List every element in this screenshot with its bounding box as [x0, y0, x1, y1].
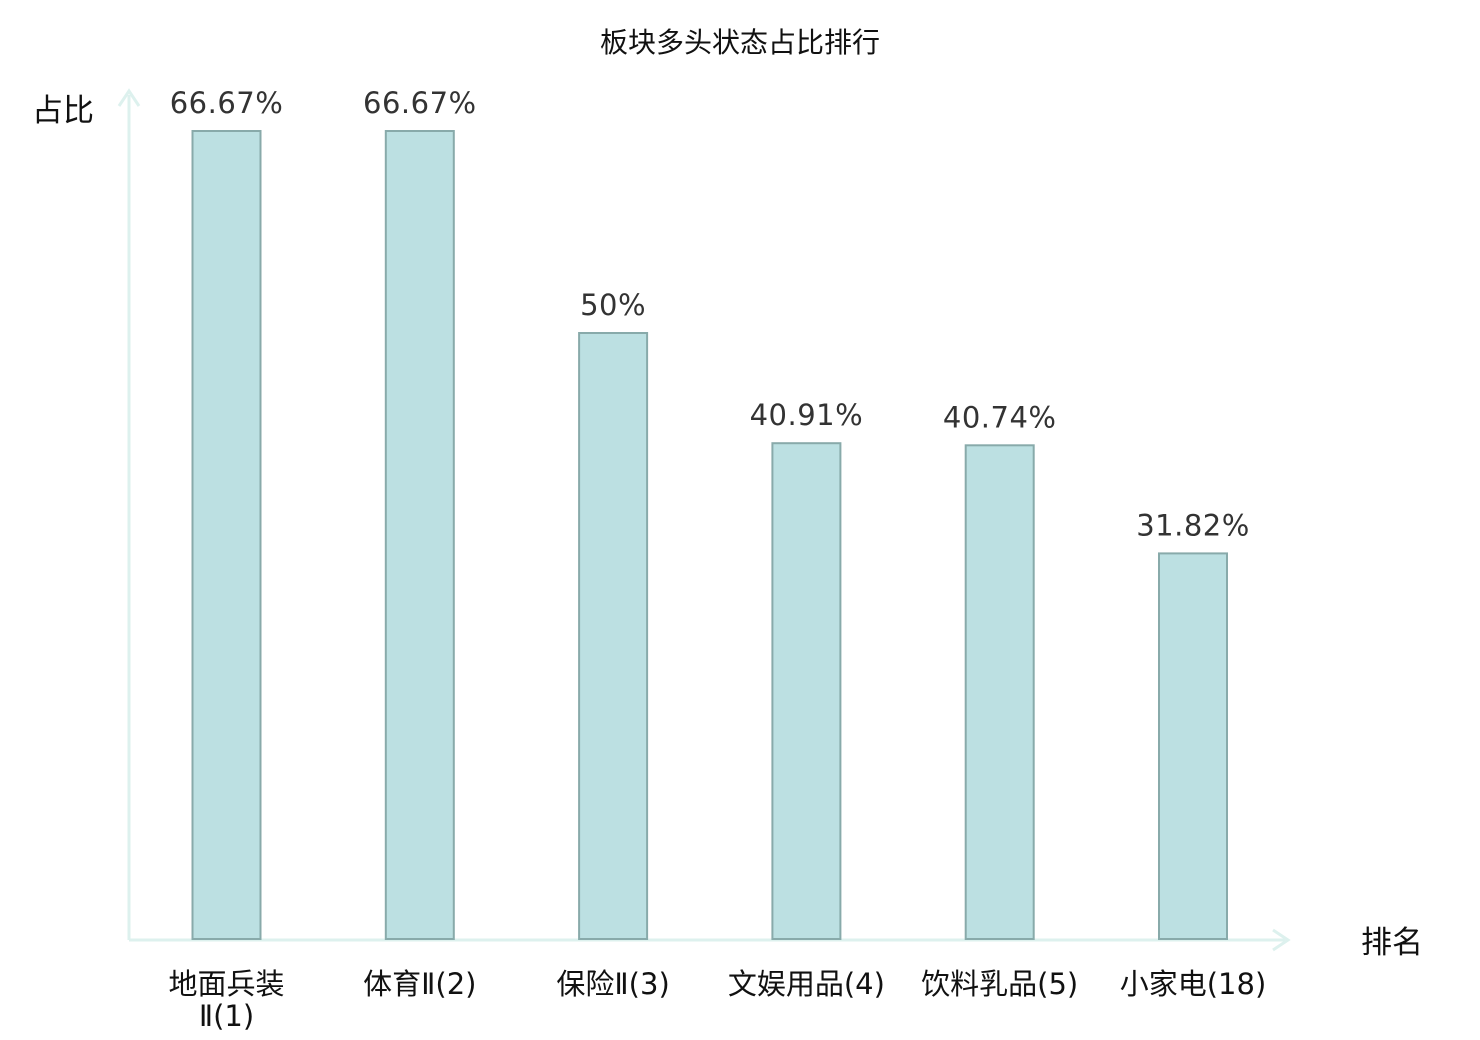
- x-tick-label: 文娱用品(4): [728, 967, 885, 1001]
- bar: [771, 442, 842, 940]
- data-label: 40.91%: [750, 398, 864, 432]
- data-label: 66.67%: [170, 86, 284, 120]
- data-label: 40.74%: [943, 400, 1057, 434]
- x-tick-label: 地面兵装: [168, 967, 284, 1001]
- x-tick-label: 体育Ⅱ(2): [363, 967, 476, 1001]
- x-tick-label: Ⅱ(1): [199, 999, 254, 1033]
- chart-title: 板块多头状态占比排行: [600, 26, 880, 59]
- x-tick-label: 保险Ⅱ(3): [556, 967, 669, 1001]
- y-axis-arrow: [117, 88, 141, 107]
- bar: [578, 332, 649, 940]
- bar: [964, 444, 1035, 940]
- data-label: 66.67%: [363, 86, 477, 120]
- x-tick-label: 饮料乳品(5): [921, 967, 1078, 1001]
- x-axis-arrow: [1272, 928, 1291, 952]
- data-label: 31.82%: [1136, 508, 1250, 542]
- data-label: 50%: [580, 288, 646, 322]
- x-tick-label: 小家电(18): [1120, 967, 1267, 1001]
- bar: [384, 130, 455, 940]
- y-axis-label: 占比: [32, 93, 94, 129]
- bar: [1158, 552, 1228, 941]
- x-axis-label: 排名: [1361, 925, 1423, 961]
- bar: [191, 130, 262, 940]
